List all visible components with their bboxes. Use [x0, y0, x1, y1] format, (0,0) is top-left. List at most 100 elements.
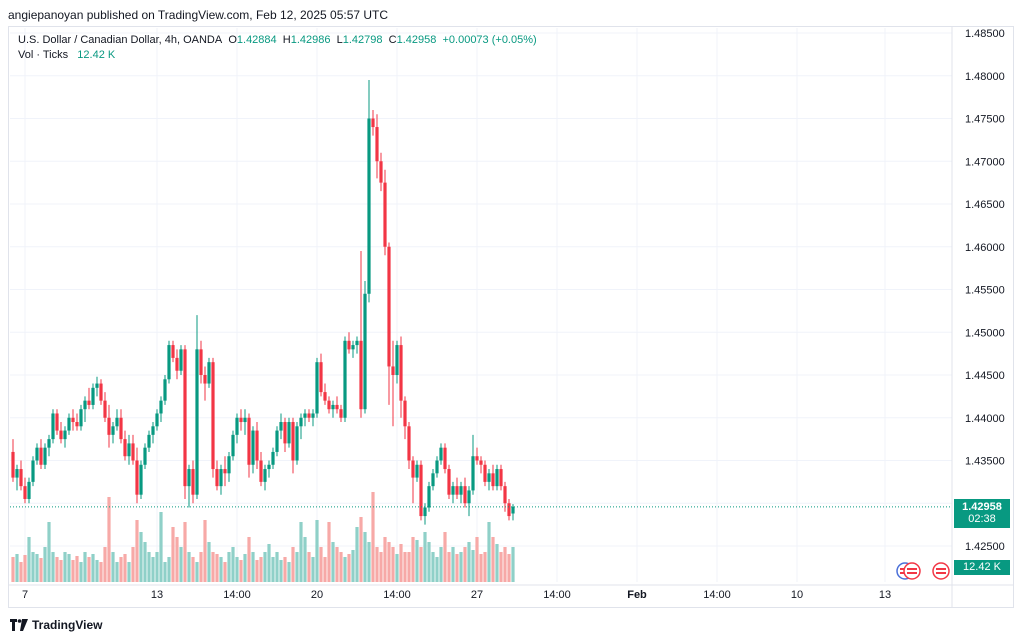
volume-bar — [191, 557, 195, 582]
candle-body — [419, 464, 423, 517]
candle-body — [139, 464, 143, 495]
candle-body — [267, 464, 271, 470]
volume-bar — [175, 537, 179, 582]
candle-body — [43, 447, 47, 465]
volume-bar — [243, 554, 247, 582]
volume-bar — [123, 554, 127, 582]
candle-body — [339, 409, 343, 418]
volume-bar — [391, 547, 395, 582]
event-flag-stripe — [907, 572, 917, 574]
candle-body — [231, 434, 235, 457]
volume-bar — [15, 554, 19, 582]
event-flag-icon — [903, 562, 921, 580]
volume-bar — [11, 557, 15, 582]
price-tick-label: 1.47000 — [965, 156, 1005, 168]
volume-bar — [363, 532, 367, 582]
candle-body — [495, 469, 499, 487]
time-tick-label: 10 — [791, 589, 803, 601]
volume-bar — [455, 554, 459, 582]
candle-body — [311, 413, 315, 418]
candle-body — [411, 460, 415, 478]
volume-bar — [387, 542, 391, 582]
volume-bar — [143, 542, 147, 582]
volume-bar — [187, 552, 191, 582]
candle-body — [259, 460, 263, 482]
time-tick-label: 14:00 — [383, 589, 411, 601]
volume-bar — [35, 554, 39, 582]
candle-body — [351, 345, 355, 350]
candle-body — [147, 434, 151, 448]
volume-bar — [151, 557, 155, 582]
candle-body — [399, 345, 403, 401]
volume-bar — [147, 552, 151, 582]
volume-bar — [319, 547, 323, 582]
volume-bar — [315, 520, 319, 582]
volume-bar — [203, 520, 207, 582]
volume-value: 12.42 K — [77, 49, 116, 61]
chart-frame — [8, 26, 1014, 608]
candle-body — [367, 118, 371, 294]
volume-bar — [31, 552, 35, 582]
candle-body — [167, 345, 171, 380]
candle-body — [251, 430, 255, 465]
volume-bar — [19, 562, 23, 582]
brand-name: TradingView — [32, 618, 103, 632]
volume-bar — [71, 560, 75, 582]
price-tick-label: 1.48500 — [965, 28, 1005, 40]
volume-bar — [499, 552, 503, 582]
volume-bar — [79, 562, 83, 582]
candle-body — [219, 469, 223, 487]
candle-body — [35, 447, 39, 461]
time-tick-label: 14:00 — [223, 589, 251, 601]
candle-body — [475, 456, 479, 461]
candle-body — [247, 417, 251, 465]
volume-bar — [271, 557, 275, 582]
candle-body — [23, 486, 27, 499]
candle-body — [379, 161, 383, 183]
low-label: L — [336, 34, 343, 46]
volume-bar — [459, 552, 463, 582]
volume-bar — [427, 542, 431, 582]
price-tick-label: 1.42500 — [965, 541, 1005, 553]
volume-bar — [251, 552, 255, 582]
last-price-value: 1.42958 — [962, 500, 1002, 513]
candle-body — [275, 430, 279, 452]
volume-bar — [287, 562, 291, 582]
volume-bar — [135, 520, 139, 582]
candle-body — [323, 392, 327, 401]
candle-body — [11, 451, 15, 478]
volume-bar — [179, 547, 183, 582]
volume-bar — [83, 552, 87, 582]
candle-body — [19, 469, 23, 487]
volume-bar — [311, 557, 315, 582]
volume-bar — [87, 557, 91, 582]
volume-bar — [343, 557, 347, 582]
candle-body — [451, 486, 455, 495]
candle-body — [199, 349, 203, 375]
volume-bar — [511, 547, 515, 582]
volume-bar — [447, 552, 451, 582]
volume-bar — [107, 497, 111, 582]
volume-bar — [415, 540, 419, 582]
volume-legend: Vol · Ticks 12.42 K — [18, 49, 115, 61]
candle-body — [415, 464, 419, 478]
time-tick-label: 7 — [22, 589, 28, 601]
low-value: 1.42798 — [342, 34, 383, 46]
candle-body — [183, 349, 187, 487]
time-tick-label: 27 — [471, 589, 483, 601]
candle-body — [487, 473, 491, 482]
volume-bar — [215, 554, 219, 582]
candle-body — [479, 460, 483, 465]
price-tick-label: 1.45500 — [965, 285, 1005, 297]
candle-body — [335, 404, 339, 410]
price-tick-label: 1.46500 — [965, 199, 1005, 211]
volume-bar — [115, 562, 119, 582]
volume-bar — [443, 532, 447, 582]
volume-bar — [127, 562, 131, 582]
volume-bar — [403, 552, 407, 582]
tradingview-logo-icon — [10, 619, 28, 631]
candle-body — [331, 404, 335, 410]
volume-bar — [167, 557, 171, 582]
candle-body — [291, 422, 295, 461]
